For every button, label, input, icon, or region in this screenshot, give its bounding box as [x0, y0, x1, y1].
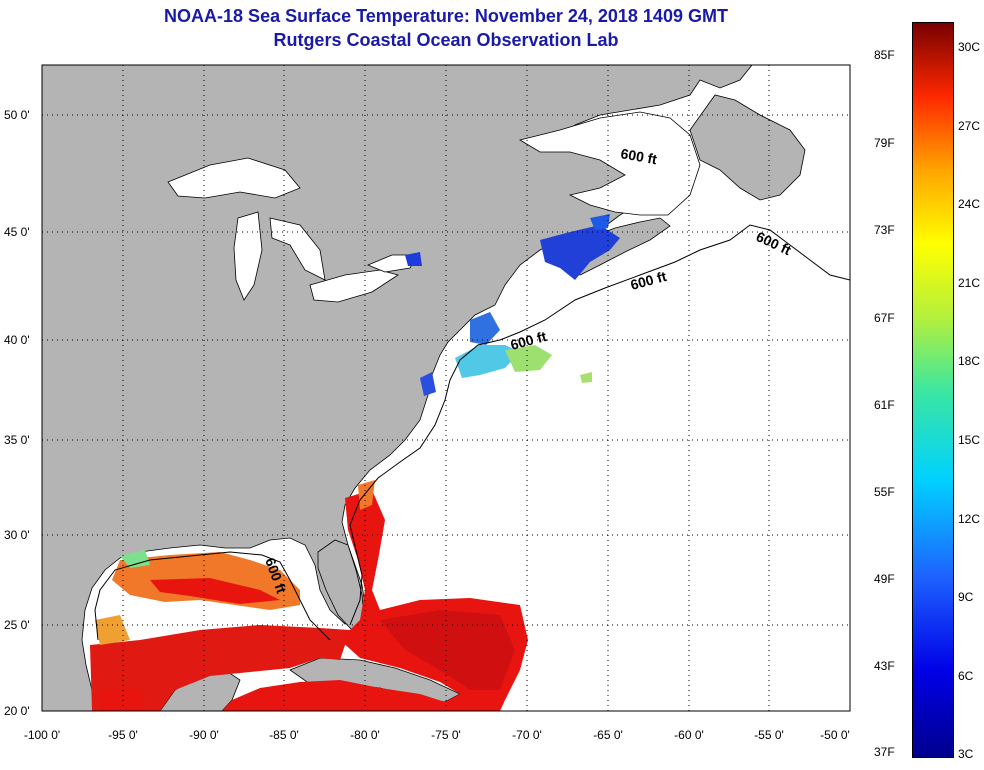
gulf-st-lawrence	[518, 111, 701, 216]
colorbar-c-15: 15C	[958, 433, 981, 447]
map-title: NOAA-18 Sea Surface Temperature: Novembe…	[164, 6, 728, 26]
lat-label-20: 20 0'	[4, 704, 30, 718]
lon-label-50: -50 0'	[820, 728, 850, 742]
lat-label-45: 45 0'	[4, 225, 30, 239]
lon-label-95: -95 0'	[108, 728, 138, 742]
map-subtitle: Rutgers Coastal Ocean Observation Lab	[273, 30, 619, 50]
lat-label-40: 40 0'	[4, 333, 30, 347]
lon-label-80: -80 0'	[350, 728, 380, 742]
colorbar-c-21: 21C	[958, 276, 981, 290]
colorbar-f-55: 55F	[874, 485, 895, 499]
isobath-600ft	[94, 224, 850, 641]
lon-label-85: -85 0'	[269, 728, 299, 742]
depth-label-1: 600 ft	[619, 145, 658, 167]
lat-label-35: 35 0'	[4, 433, 30, 447]
colorbar	[912, 22, 954, 758]
lon-label-90: -90 0'	[189, 728, 219, 742]
colorbar-f-49: 49F	[874, 572, 895, 586]
colorbar-f-43: 43F	[874, 659, 895, 673]
colorbar-c-3: 3C	[958, 747, 974, 761]
land-newfoundland	[689, 94, 806, 201]
colorbar-f-79: 79F	[874, 136, 895, 150]
lon-label-100: -100 0'	[23, 728, 61, 742]
colorbar-c-18: 18C	[958, 354, 981, 368]
colorbar-f-85: 85F	[874, 48, 895, 62]
lat-label-50: 50 0'	[4, 108, 30, 122]
colorbar-c-6: 6C	[958, 669, 974, 683]
sst-gulf	[90, 550, 350, 711]
lon-label-65: -65 0'	[593, 728, 623, 742]
map-frame	[41, 64, 851, 712]
sst-shelf	[405, 214, 620, 396]
colorbar-c-12: 12C	[958, 512, 981, 526]
colorbar-f-37: 37F	[874, 745, 895, 759]
great-lakes	[167, 157, 419, 303]
colorbar-f-61: 61F	[874, 398, 895, 412]
colorbar-f-67: 67F	[874, 311, 895, 325]
colorbar-f-73: 73F	[874, 223, 895, 237]
lon-label-60: -60 0'	[674, 728, 704, 742]
lon-label-55: -55 0'	[754, 728, 784, 742]
colorbar-c-30: 30C	[958, 40, 981, 54]
lon-label-70: -70 0'	[512, 728, 542, 742]
colorbar-c-24: 24C	[958, 197, 981, 211]
colorbar-c-9: 9C	[958, 590, 974, 604]
lat-label-25: 25 0'	[4, 618, 30, 632]
lon-label-75: -75 0'	[431, 728, 461, 742]
lat-label-30: 30 0'	[4, 528, 30, 542]
colorbar-c-27: 27C	[958, 119, 981, 133]
